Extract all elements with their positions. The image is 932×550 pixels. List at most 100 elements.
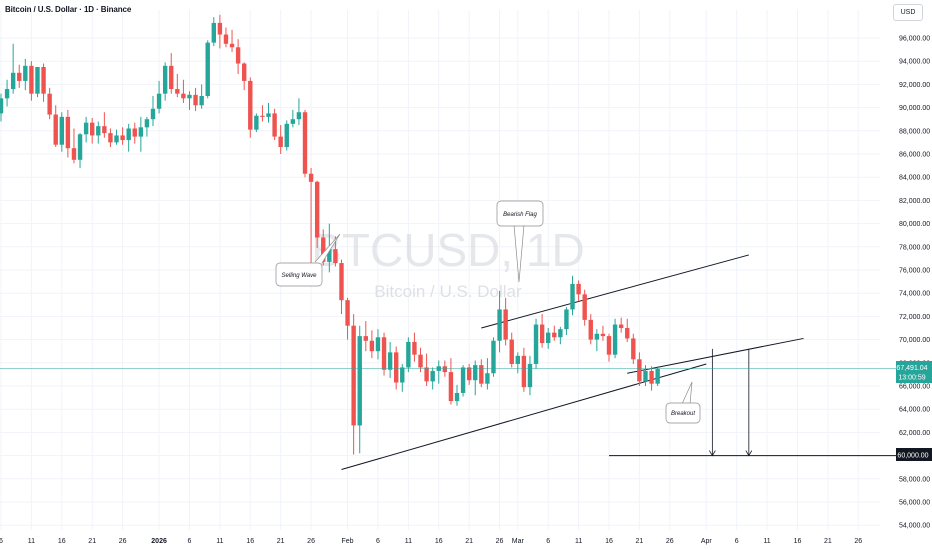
- candle[interactable]: [242, 62, 247, 91]
- candle[interactable]: [460, 365, 466, 397]
- candle[interactable]: [387, 341, 393, 378]
- candle[interactable]: [655, 366, 660, 386]
- candle[interactable]: [339, 259, 344, 315]
- candle[interactable]: [491, 337, 496, 377]
- breakout-callout[interactable]: Breakout: [665, 381, 701, 424]
- candle[interactable]: [169, 53, 174, 94]
- candle[interactable]: [448, 358, 454, 405]
- candle[interactable]: [600, 325, 606, 341]
- candle[interactable]: [533, 318, 539, 369]
- price-axis[interactable]: 96,000.00 94,000.00 92,000.00 90,000.00 88,0…: [899, 36, 930, 530]
- candle[interactable]: [65, 109, 71, 158]
- candle[interactable]: [643, 365, 648, 386]
- candle[interactable]: [558, 326, 563, 345]
- candle[interactable]: [150, 96, 156, 127]
- candle[interactable]: [77, 133, 83, 168]
- candle[interactable]: [290, 109, 296, 128]
- candle[interactable]: [193, 87, 198, 112]
- candle[interactable]: [0, 93, 4, 122]
- candle[interactable]: [582, 289, 587, 326]
- candle[interactable]: [266, 102, 271, 123]
- candle[interactable]: [59, 112, 64, 152]
- candle[interactable]: [248, 77, 253, 138]
- candle[interactable]: [83, 116, 89, 143]
- candle[interactable]: [162, 62, 168, 101]
- candle[interactable]: [138, 116, 144, 152]
- candle[interactable]: [314, 180, 320, 248]
- candle[interactable]: [564, 307, 569, 335]
- candle[interactable]: [552, 325, 557, 341]
- candle[interactable]: [205, 40, 210, 99]
- candle[interactable]: [102, 112, 107, 138]
- candle[interactable]: [235, 39, 241, 74]
- candle[interactable]: [509, 332, 514, 368]
- candle[interactable]: [71, 128, 77, 164]
- candle[interactable]: [406, 337, 411, 373]
- candle[interactable]: [187, 91, 192, 110]
- candle[interactable]: [375, 329, 381, 360]
- candle[interactable]: [466, 363, 472, 385]
- candle[interactable]: [576, 280, 581, 302]
- candle[interactable]: [223, 27, 229, 48]
- candle[interactable]: [436, 360, 441, 384]
- candle[interactable]: [53, 105, 58, 148]
- candle[interactable]: [454, 384, 460, 406]
- candle[interactable]: [120, 127, 125, 145]
- candle[interactable]: [296, 98, 302, 125]
- candle[interactable]: [430, 367, 435, 390]
- candle[interactable]: [23, 58, 28, 91]
- selling-wave-callout[interactable]: Selling Wave: [275, 233, 341, 287]
- candle[interactable]: [351, 314, 356, 455]
- candle[interactable]: [211, 17, 216, 47]
- candle[interactable]: [497, 290, 502, 353]
- candle[interactable]: [302, 109, 308, 178]
- candle[interactable]: [527, 355, 533, 396]
- candle[interactable]: [637, 352, 642, 386]
- candle[interactable]: [485, 358, 490, 390]
- candle[interactable]: [631, 333, 636, 364]
- candle[interactable]: [649, 366, 654, 391]
- candle[interactable]: [41, 63, 46, 102]
- candle[interactable]: [35, 67, 40, 98]
- candle[interactable]: [229, 29, 235, 52]
- candle[interactable]: [126, 123, 131, 152]
- candle[interactable]: [260, 105, 265, 122]
- candle[interactable]: [254, 113, 259, 132]
- candle[interactable]: [515, 352, 520, 374]
- candle[interactable]: [181, 79, 186, 103]
- candle[interactable]: [90, 118, 95, 144]
- candle[interactable]: [570, 275, 575, 316]
- currency-button[interactable]: USD: [893, 4, 923, 21]
- bearish-flag-callout[interactable]: Bearish Flag: [496, 200, 544, 283]
- time-axis[interactable]: 6 11 16 21 26 2026 6 11 16 21 26 Feb 6 11 16 21 26 Mar 6 11…: [0, 538, 862, 545]
- candle[interactable]: [272, 108, 277, 141]
- candle[interactable]: [618, 317, 624, 333]
- candle[interactable]: [4, 79, 10, 107]
- candle[interactable]: [217, 14, 223, 49]
- candle[interactable]: [588, 314, 593, 345]
- candle[interactable]: [412, 332, 417, 362]
- candle[interactable]: [424, 353, 429, 386]
- candle[interactable]: [10, 43, 16, 94]
- candle[interactable]: [546, 328, 551, 349]
- candle[interactable]: [381, 332, 387, 376]
- candle[interactable]: [479, 359, 484, 388]
- candle[interactable]: [473, 360, 478, 396]
- candle[interactable]: [521, 347, 527, 392]
- candle[interactable]: [363, 321, 368, 352]
- candle[interactable]: [17, 64, 22, 88]
- candle[interactable]: [539, 314, 545, 348]
- candle[interactable]: [357, 325, 362, 454]
- candle[interactable]: [606, 333, 612, 362]
- candle[interactable]: [156, 80, 162, 114]
- candle[interactable]: [594, 329, 600, 352]
- candle[interactable]: [612, 318, 618, 359]
- candle[interactable]: [625, 318, 630, 342]
- candle[interactable]: [394, 346, 399, 390]
- candle[interactable]: [96, 121, 101, 144]
- candle[interactable]: [418, 347, 423, 373]
- candle[interactable]: [144, 116, 150, 137]
- candle[interactable]: [47, 87, 52, 120]
- candle[interactable]: [369, 330, 375, 359]
